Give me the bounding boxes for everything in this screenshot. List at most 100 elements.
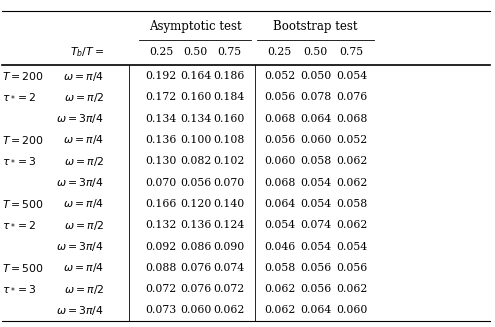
Text: $\omega = \pi/2$: $\omega = \pi/2$ xyxy=(64,219,104,232)
Text: 0.062: 0.062 xyxy=(336,284,367,294)
Text: $\omega = \pi/4$: $\omega = \pi/4$ xyxy=(63,133,104,146)
Text: $\omega = \pi/4$: $\omega = \pi/4$ xyxy=(63,70,104,82)
Text: 0.120: 0.120 xyxy=(180,199,211,209)
Text: 0.100: 0.100 xyxy=(180,135,211,145)
Text: $T = 500$: $T = 500$ xyxy=(2,262,45,274)
Text: 0.054: 0.054 xyxy=(300,242,331,251)
Text: 0.054: 0.054 xyxy=(336,242,367,251)
Text: $\omega = \pi/4$: $\omega = \pi/4$ xyxy=(63,261,104,274)
Text: 0.50: 0.50 xyxy=(184,47,207,57)
Text: 0.166: 0.166 xyxy=(145,199,177,209)
Text: 0.172: 0.172 xyxy=(145,92,177,102)
Text: 0.058: 0.058 xyxy=(264,263,296,273)
Text: 0.058: 0.058 xyxy=(336,199,367,209)
Text: 0.192: 0.192 xyxy=(145,71,177,81)
Text: 0.160: 0.160 xyxy=(180,92,211,102)
Text: 0.25: 0.25 xyxy=(149,47,173,57)
Text: $\tau_* = 2$: $\tau_* = 2$ xyxy=(2,220,37,230)
Text: $\tau_* = 2$: $\tau_* = 2$ xyxy=(2,92,37,102)
Text: 0.082: 0.082 xyxy=(180,156,211,166)
Text: 0.184: 0.184 xyxy=(213,92,245,102)
Text: 0.75: 0.75 xyxy=(217,47,241,57)
Text: $\omega = \pi/4$: $\omega = \pi/4$ xyxy=(63,198,104,210)
Text: $\tau_* = 3$: $\tau_* = 3$ xyxy=(2,156,38,166)
Text: 0.068: 0.068 xyxy=(264,178,296,188)
Text: 0.062: 0.062 xyxy=(336,156,367,166)
Text: $\omega = \pi/2$: $\omega = \pi/2$ xyxy=(64,91,104,104)
Text: 0.088: 0.088 xyxy=(145,263,177,273)
Text: 0.130: 0.130 xyxy=(145,156,177,166)
Text: 0.078: 0.078 xyxy=(300,92,332,102)
Text: 0.086: 0.086 xyxy=(180,242,211,251)
Text: 0.50: 0.50 xyxy=(304,47,328,57)
Text: 0.056: 0.056 xyxy=(264,92,296,102)
Text: 0.056: 0.056 xyxy=(300,263,332,273)
Text: 0.076: 0.076 xyxy=(180,263,211,273)
Text: 0.060: 0.060 xyxy=(300,135,332,145)
Text: 0.136: 0.136 xyxy=(180,220,211,230)
Text: 0.046: 0.046 xyxy=(264,242,296,251)
Text: 0.074: 0.074 xyxy=(214,263,245,273)
Text: 0.068: 0.068 xyxy=(336,114,367,124)
Text: $\tau_* = 3$: $\tau_* = 3$ xyxy=(2,284,38,294)
Text: 0.072: 0.072 xyxy=(213,284,245,294)
Text: 0.054: 0.054 xyxy=(300,199,331,209)
Text: 0.056: 0.056 xyxy=(336,263,367,273)
Text: 0.102: 0.102 xyxy=(213,156,245,166)
Text: $T = 200$: $T = 200$ xyxy=(2,134,45,146)
Text: Bootstrap test: Bootstrap test xyxy=(273,20,358,33)
Text: 0.134: 0.134 xyxy=(180,114,211,124)
Text: 0.073: 0.073 xyxy=(145,305,177,316)
Text: 0.058: 0.058 xyxy=(300,156,332,166)
Text: $\omega = \pi/2$: $\omega = \pi/2$ xyxy=(64,155,104,168)
Text: 0.062: 0.062 xyxy=(336,178,367,188)
Text: 0.054: 0.054 xyxy=(300,178,331,188)
Text: 0.160: 0.160 xyxy=(213,114,245,124)
Text: Asymptotic test: Asymptotic test xyxy=(148,20,242,33)
Text: 0.052: 0.052 xyxy=(264,71,296,81)
Text: 0.070: 0.070 xyxy=(213,178,245,188)
Text: 0.75: 0.75 xyxy=(340,47,363,57)
Text: $\omega = 3\pi/4$: $\omega = 3\pi/4$ xyxy=(56,304,104,317)
Text: $T = 500$: $T = 500$ xyxy=(2,198,45,210)
Text: 0.092: 0.092 xyxy=(145,242,177,251)
Text: 0.062: 0.062 xyxy=(264,284,296,294)
Text: $T_b/T =$: $T_b/T =$ xyxy=(70,45,104,59)
Text: $T = 200$: $T = 200$ xyxy=(2,70,45,82)
Text: 0.054: 0.054 xyxy=(336,71,367,81)
Text: 0.132: 0.132 xyxy=(145,220,177,230)
Text: 0.056: 0.056 xyxy=(300,284,332,294)
Text: 0.054: 0.054 xyxy=(264,220,295,230)
Text: 0.062: 0.062 xyxy=(336,220,367,230)
Text: 0.076: 0.076 xyxy=(180,284,211,294)
Text: 0.186: 0.186 xyxy=(213,71,245,81)
Text: 0.064: 0.064 xyxy=(300,114,332,124)
Text: 0.060: 0.060 xyxy=(180,305,211,316)
Text: 0.072: 0.072 xyxy=(145,284,177,294)
Text: 0.056: 0.056 xyxy=(180,178,211,188)
Text: 0.070: 0.070 xyxy=(145,178,177,188)
Text: 0.064: 0.064 xyxy=(300,305,332,316)
Text: 0.062: 0.062 xyxy=(264,305,296,316)
Text: 0.060: 0.060 xyxy=(336,305,367,316)
Text: 0.068: 0.068 xyxy=(264,114,296,124)
Text: 0.108: 0.108 xyxy=(213,135,245,145)
Text: $\omega = 3\pi/4$: $\omega = 3\pi/4$ xyxy=(56,176,104,189)
Text: 0.052: 0.052 xyxy=(336,135,367,145)
Text: 0.25: 0.25 xyxy=(268,47,292,57)
Text: $\omega = 3\pi/4$: $\omega = 3\pi/4$ xyxy=(56,112,104,125)
Text: 0.124: 0.124 xyxy=(213,220,245,230)
Text: 0.060: 0.060 xyxy=(264,156,296,166)
Text: 0.050: 0.050 xyxy=(300,71,332,81)
Text: $\omega = \pi/2$: $\omega = \pi/2$ xyxy=(64,283,104,296)
Text: 0.074: 0.074 xyxy=(300,220,331,230)
Text: 0.136: 0.136 xyxy=(145,135,177,145)
Text: 0.056: 0.056 xyxy=(264,135,296,145)
Text: 0.164: 0.164 xyxy=(180,71,211,81)
Text: 0.076: 0.076 xyxy=(336,92,367,102)
Text: 0.090: 0.090 xyxy=(213,242,245,251)
Text: 0.140: 0.140 xyxy=(213,199,245,209)
Text: 0.134: 0.134 xyxy=(145,114,177,124)
Text: $\omega = 3\pi/4$: $\omega = 3\pi/4$ xyxy=(56,240,104,253)
Text: 0.064: 0.064 xyxy=(264,199,296,209)
